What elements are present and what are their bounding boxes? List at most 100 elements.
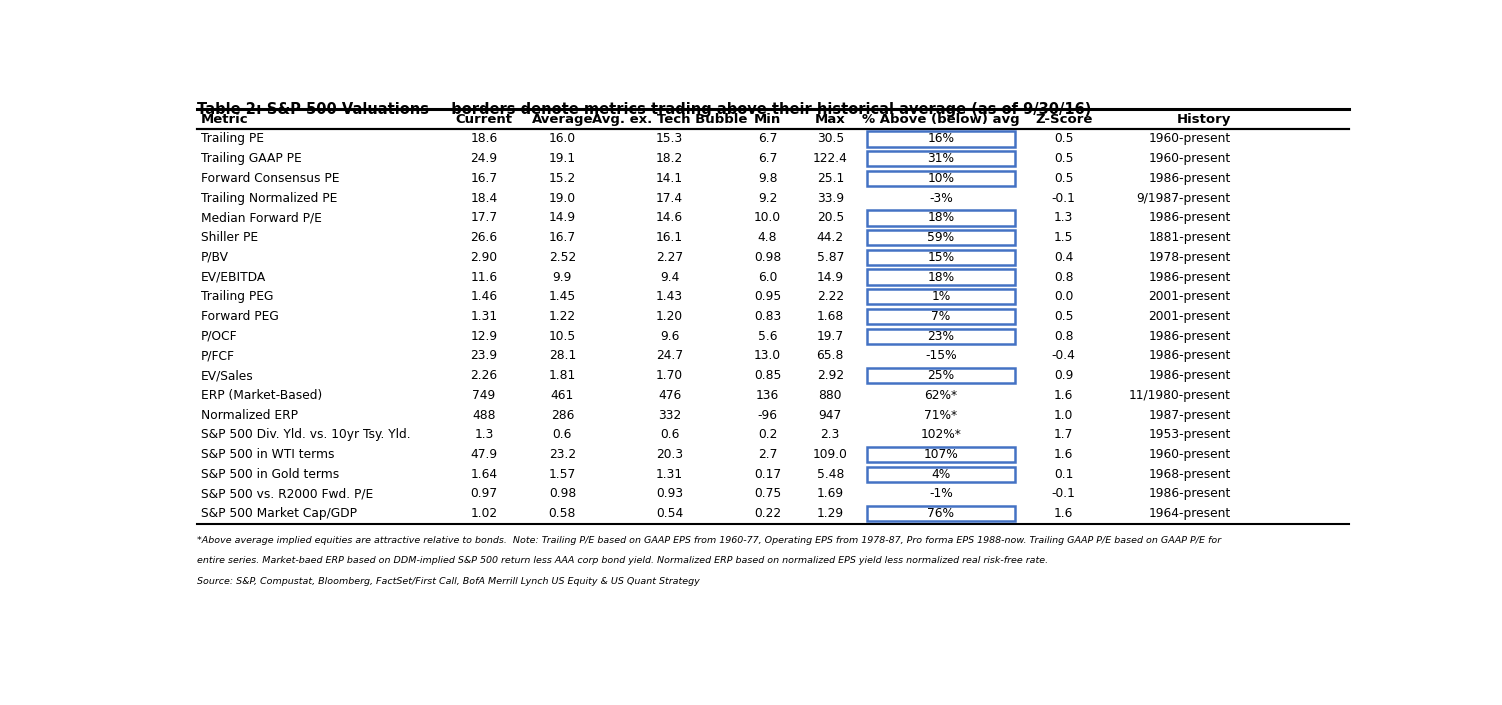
- Text: 15.2: 15.2: [548, 172, 575, 185]
- Text: 122.4: 122.4: [813, 152, 847, 165]
- Text: *Above average implied equities are attractive relative to bonds.  Note: Trailin: *Above average implied equities are attr…: [197, 536, 1221, 544]
- Text: Trailing PE: Trailing PE: [201, 133, 263, 145]
- Text: 9.8: 9.8: [757, 172, 777, 185]
- Text: 71%*: 71%*: [924, 409, 957, 422]
- Text: Trailing PEG: Trailing PEG: [201, 290, 273, 303]
- Text: S&P 500 in Gold terms: S&P 500 in Gold terms: [201, 468, 339, 481]
- Text: 0.95: 0.95: [754, 290, 781, 303]
- Text: -0.4: -0.4: [1051, 350, 1075, 362]
- Text: 136: 136: [756, 389, 780, 402]
- Text: 0.58: 0.58: [548, 507, 577, 520]
- Text: 1986-present: 1986-present: [1149, 172, 1230, 185]
- Text: 16.7: 16.7: [470, 172, 497, 185]
- Text: 1.64: 1.64: [470, 468, 497, 481]
- Text: -0.1: -0.1: [1051, 487, 1075, 501]
- Text: 0.6: 0.6: [553, 429, 572, 441]
- Text: 102%*: 102%*: [921, 429, 961, 441]
- Text: -15%: -15%: [925, 350, 957, 362]
- Text: 332: 332: [658, 409, 682, 422]
- Text: 12.9: 12.9: [470, 330, 497, 343]
- Text: 59%: 59%: [927, 231, 954, 244]
- Text: 1986-present: 1986-present: [1149, 212, 1230, 224]
- Text: 1968-present: 1968-present: [1149, 468, 1230, 481]
- Text: 1.31: 1.31: [656, 468, 683, 481]
- Text: 1.6: 1.6: [1054, 389, 1074, 402]
- Text: 4.8: 4.8: [757, 231, 777, 244]
- Text: -1%: -1%: [930, 487, 952, 501]
- Text: 1986-present: 1986-present: [1149, 330, 1230, 343]
- Text: 65.8: 65.8: [817, 350, 844, 362]
- Text: S&P 500 vs. R2000 Fwd. P/E: S&P 500 vs. R2000 Fwd. P/E: [201, 487, 372, 501]
- Text: 11.6: 11.6: [470, 271, 497, 283]
- Text: 18.4: 18.4: [470, 192, 497, 204]
- Text: 16.7: 16.7: [548, 231, 575, 244]
- Text: 1.7: 1.7: [1054, 429, 1074, 441]
- Text: 0.1: 0.1: [1054, 468, 1074, 481]
- Text: P/OCF: P/OCF: [201, 330, 237, 343]
- Text: 1.20: 1.20: [656, 310, 683, 323]
- Text: % Above (below) avg: % Above (below) avg: [862, 113, 1020, 125]
- Text: 6.7: 6.7: [759, 133, 777, 145]
- Text: 2.26: 2.26: [470, 369, 497, 382]
- Text: Median Forward P/E: Median Forward P/E: [201, 212, 321, 224]
- Text: 1960-present: 1960-present: [1149, 448, 1230, 461]
- Text: 13.0: 13.0: [754, 350, 781, 362]
- Text: 0.8: 0.8: [1054, 330, 1074, 343]
- Text: 0.5: 0.5: [1054, 133, 1074, 145]
- Text: 109.0: 109.0: [813, 448, 847, 461]
- Text: P/BV: P/BV: [201, 251, 228, 264]
- Text: History: History: [1176, 113, 1230, 125]
- Text: 0.5: 0.5: [1054, 152, 1074, 165]
- Text: 476: 476: [658, 389, 682, 402]
- Text: 0.98: 0.98: [548, 487, 575, 501]
- Text: 0.5: 0.5: [1054, 310, 1074, 323]
- Text: 28.1: 28.1: [548, 350, 575, 362]
- Text: 947: 947: [819, 409, 843, 422]
- Text: 6.0: 6.0: [759, 271, 777, 283]
- Text: 1%: 1%: [931, 290, 951, 303]
- Text: 488: 488: [472, 409, 496, 422]
- Text: 19.0: 19.0: [548, 192, 575, 204]
- Text: ERP (Market-Based): ERP (Market-Based): [201, 389, 321, 402]
- Text: 0.54: 0.54: [656, 507, 683, 520]
- Text: 1.70: 1.70: [656, 369, 683, 382]
- Text: 26.6: 26.6: [470, 231, 497, 244]
- Text: 0.8: 0.8: [1054, 271, 1074, 283]
- Bar: [867, 230, 1015, 245]
- Text: 1.57: 1.57: [548, 468, 575, 481]
- Text: 0.5: 0.5: [1054, 172, 1074, 185]
- Text: Normalized ERP: Normalized ERP: [201, 409, 297, 422]
- Text: -0.1: -0.1: [1051, 192, 1075, 204]
- Text: Forward PEG: Forward PEG: [201, 310, 278, 323]
- Text: 6.7: 6.7: [759, 152, 777, 165]
- Text: 17.7: 17.7: [470, 212, 497, 224]
- Text: 25%: 25%: [927, 369, 954, 382]
- Text: 30.5: 30.5: [817, 133, 844, 145]
- Text: 1.43: 1.43: [656, 290, 683, 303]
- Text: EV/Sales: EV/Sales: [201, 369, 254, 382]
- Text: S&P 500 Div. Yld. vs. 10yr Tsy. Yld.: S&P 500 Div. Yld. vs. 10yr Tsy. Yld.: [201, 429, 410, 441]
- Text: 2001-present: 2001-present: [1149, 310, 1230, 323]
- Text: 31%: 31%: [927, 152, 954, 165]
- Text: S&P 500 in WTI terms: S&P 500 in WTI terms: [201, 448, 333, 461]
- Text: 17.4: 17.4: [656, 192, 683, 204]
- Text: 1986-present: 1986-present: [1149, 487, 1230, 501]
- Bar: [867, 447, 1015, 462]
- Text: 1.45: 1.45: [548, 290, 575, 303]
- Text: 9.9: 9.9: [553, 271, 572, 283]
- Text: 1.81: 1.81: [548, 369, 575, 382]
- Text: 2.90: 2.90: [470, 251, 497, 264]
- Text: 18%: 18%: [927, 212, 954, 224]
- Text: -3%: -3%: [930, 192, 952, 204]
- Text: 62%*: 62%*: [924, 389, 957, 402]
- Text: 2.52: 2.52: [548, 251, 575, 264]
- Text: S&P 500 Market Cap/GDP: S&P 500 Market Cap/GDP: [201, 507, 356, 520]
- Bar: [867, 329, 1015, 344]
- Text: 1881-present: 1881-present: [1148, 231, 1230, 244]
- Text: 0.83: 0.83: [754, 310, 781, 323]
- Text: 47.9: 47.9: [470, 448, 497, 461]
- Text: 0.0: 0.0: [1054, 290, 1074, 303]
- Text: 44.2: 44.2: [817, 231, 844, 244]
- Text: Z-Score: Z-Score: [1035, 113, 1092, 125]
- Text: entire series. Market-baed ERP based on DDM-implied S&P 500 return less AAA corp: entire series. Market-baed ERP based on …: [197, 556, 1048, 565]
